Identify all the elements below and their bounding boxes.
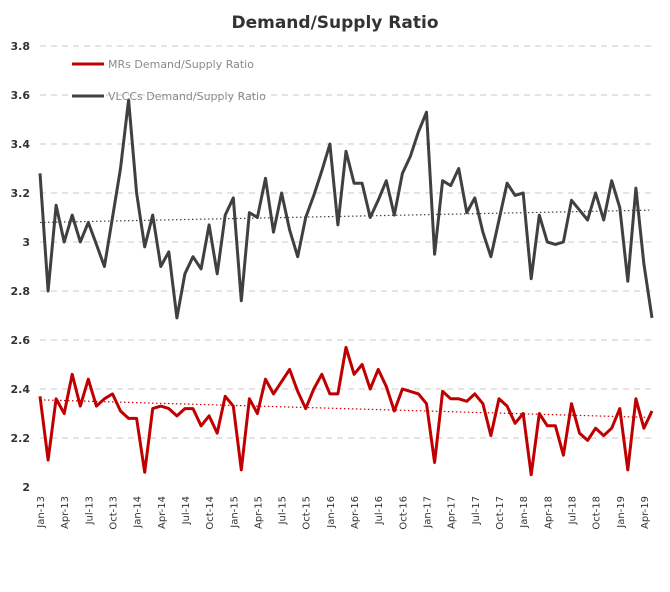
y-tick-label: 2.6 xyxy=(11,334,31,347)
x-tick-label: Jan-18 xyxy=(519,496,530,529)
x-tick-label: Jul-14 xyxy=(181,496,192,525)
x-tick-label: Jan-13 xyxy=(36,496,47,529)
x-axis-ticks: Jan-13 Apr-13 Jul-13 Oct-13 Jan-14 Apr-14 Jul-… xyxy=(36,496,651,530)
x-tick-label: Jul-15 xyxy=(278,496,289,525)
x-tick-label: Apr-13 xyxy=(60,496,71,529)
x-tick-label: Jan-16 xyxy=(326,496,337,529)
x-tick-label: Jan-19 xyxy=(616,496,627,529)
x-tick-label: Jan-14 xyxy=(133,496,144,529)
x-tick-label: Apr-15 xyxy=(253,496,264,529)
x-tick-label: Oct-15 xyxy=(302,496,313,530)
trendline-vlccs xyxy=(39,209,653,224)
x-tick-label: Apr-14 xyxy=(157,496,168,529)
legend: MRs Demand/Supply Ratio VLCCs Demand/Sup… xyxy=(72,58,266,103)
y-tick-label: 2.8 xyxy=(11,285,31,298)
series-line-vlccs xyxy=(38,98,654,320)
x-tick-label: Jul-17 xyxy=(471,496,482,525)
x-tick-label: Oct-16 xyxy=(398,496,409,530)
y-tick-label: 2.2 xyxy=(11,432,31,445)
x-tick-label: Jul-16 xyxy=(374,496,385,525)
x-tick-label: Oct-14 xyxy=(205,496,216,530)
x-tick-label: Apr-19 xyxy=(640,496,651,529)
x-tick-label: Oct-17 xyxy=(495,496,506,530)
series-line-mrs xyxy=(38,345,654,477)
x-tick-label: Oct-13 xyxy=(109,496,120,530)
trendline-layer xyxy=(39,209,653,419)
x-tick-label: Jul-13 xyxy=(84,496,95,525)
x-tick-label: Apr-17 xyxy=(447,496,458,529)
x-tick-label: Jul-18 xyxy=(568,496,579,525)
x-tick-label: Jan-15 xyxy=(229,496,240,529)
y-tick-label: 2 xyxy=(22,481,30,494)
series-layer xyxy=(38,98,654,477)
x-tick-label: Jan-17 xyxy=(423,496,434,529)
y-tick-label: 3.2 xyxy=(11,187,31,200)
legend-label-vlccs: VLCCs Demand/Supply Ratio xyxy=(108,90,266,103)
y-tick-label: 3.6 xyxy=(11,89,31,102)
trendline-mrs xyxy=(39,399,653,419)
chart-title: Demand/Supply Ratio xyxy=(231,13,438,33)
legend-label-mrs: MRs Demand/Supply Ratio xyxy=(108,58,254,71)
y-axis-ticks: 2 2.2 2.4 2.6 2.8 3 3.2 3.4 3.6 3.8 xyxy=(11,40,31,494)
x-tick-label: Oct-18 xyxy=(592,496,603,530)
y-tick-label: 3.4 xyxy=(11,138,31,151)
x-tick-label: Apr-18 xyxy=(543,496,554,529)
y-tick-label: 3 xyxy=(22,236,30,249)
x-tick-label: Apr-16 xyxy=(350,496,361,529)
y-tick-label: 3.8 xyxy=(11,40,31,53)
y-tick-label: 2.4 xyxy=(11,383,31,396)
